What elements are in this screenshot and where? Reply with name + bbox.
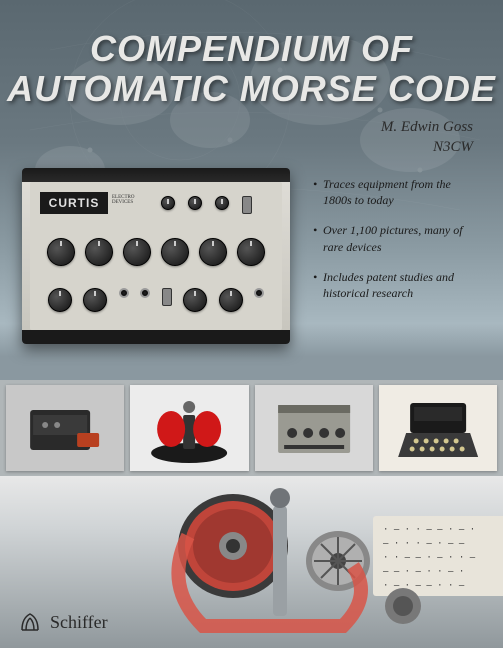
- control-row-bottom: [30, 288, 282, 312]
- svg-text:· — · · — — · — ·: · — · · — — · — ·: [383, 525, 475, 535]
- publisher-block: Schiffer: [18, 610, 108, 634]
- control-row-mid: [30, 238, 282, 266]
- thumb-electronic-keyer: [6, 385, 124, 471]
- book-cover: COMPENDIUM OF AUTOMATIC MORSE CODE M. Ed…: [0, 0, 503, 648]
- device-panel: CURTIS ELECTRODEVICES: [30, 182, 282, 330]
- title-line-2: AUTOMATIC MORSE CODE: [0, 68, 503, 110]
- mid-section: CURTIS ELECTRODEVICES Traces equipment: [0, 158, 503, 378]
- svg-text:· · — — · — · · —: · · — — · — · · —: [383, 553, 476, 563]
- thumb-typewriter: [379, 385, 497, 471]
- title-line-1: COMPENDIUM OF: [0, 28, 503, 70]
- control-row-top: [145, 196, 268, 214]
- thumb-panel-unit: [255, 385, 373, 471]
- device-brand-sublabel: ELECTRODEVICES: [112, 195, 135, 205]
- svg-text:· — · — — · · —: · — · — — · · —: [383, 581, 465, 591]
- thumbnail-strip: [0, 380, 503, 476]
- thumb-paddle-key: [130, 385, 248, 471]
- tape-mechanism-illustration: · — · · — — · — · — · · · — · — — · · — …: [143, 476, 503, 648]
- publisher-name: Schiffer: [50, 612, 108, 633]
- author-block: M. Edwin Goss N3CW: [381, 118, 473, 157]
- bullet-item: Includes patent studies and historical r…: [313, 269, 481, 301]
- publisher-logo-icon: [18, 610, 42, 634]
- svg-text:— · · · — · — —: — · · · — · — —: [383, 539, 465, 549]
- svg-text:— — · — · · — ·: — — · — · · — ·: [383, 567, 464, 577]
- bullet-item: Traces equipment from the 1800s to today: [313, 176, 481, 208]
- title-block: COMPENDIUM OF AUTOMATIC MORSE CODE: [0, 0, 503, 110]
- author-name: M. Edwin Goss: [381, 118, 473, 138]
- bullet-item: Over 1,100 pictures, many of rare device…: [313, 222, 481, 254]
- feature-bullets: Traces equipment from the 1800s to today…: [313, 176, 481, 315]
- featured-device-photo: CURTIS ELECTRODEVICES: [22, 168, 290, 344]
- author-callsign: N3CW: [381, 138, 473, 158]
- device-brand-label: CURTIS: [40, 192, 108, 214]
